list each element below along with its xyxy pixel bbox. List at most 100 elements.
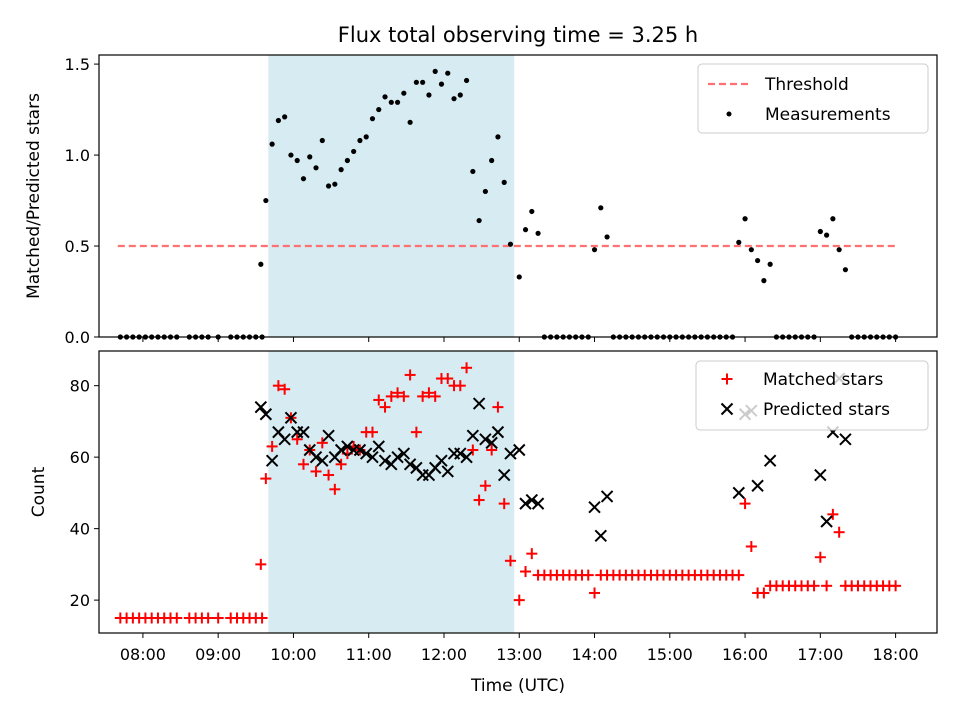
matched-point bbox=[373, 394, 385, 406]
predicted-point bbox=[366, 450, 379, 464]
predicted-point bbox=[353, 443, 367, 457]
predicted-point bbox=[254, 400, 268, 414]
measurement-point bbox=[836, 247, 842, 253]
matched-point bbox=[329, 483, 341, 495]
predicted-point bbox=[391, 450, 404, 464]
measurement-point bbox=[338, 167, 344, 173]
legend-predicted-marker-b bbox=[720, 402, 734, 416]
predicted-point-b bbox=[814, 468, 827, 482]
predicted-point bbox=[284, 411, 298, 425]
predicted-point bbox=[497, 468, 511, 482]
predicted-point bbox=[600, 490, 614, 503]
matched-point bbox=[423, 387, 435, 399]
matched-point bbox=[733, 569, 745, 581]
matched-point bbox=[739, 498, 751, 510]
top-highlight-span bbox=[268, 55, 515, 337]
measurement-point bbox=[313, 165, 319, 171]
measurement-point bbox=[282, 114, 288, 120]
measurement-point bbox=[263, 197, 269, 204]
predicted-point bbox=[531, 497, 545, 510]
measurement-point bbox=[432, 68, 438, 74]
measurement-point bbox=[275, 117, 281, 124]
predicted-point-b bbox=[341, 440, 354, 453]
x-axis-label: Time (UTC) bbox=[470, 676, 565, 696]
matched-point bbox=[526, 548, 538, 560]
measurement-point bbox=[319, 137, 325, 144]
predicted-point bbox=[341, 440, 354, 453]
measurement-point bbox=[470, 168, 476, 175]
predicted-point bbox=[265, 454, 279, 467]
predicted-point bbox=[588, 500, 601, 514]
matched-point bbox=[272, 380, 284, 392]
legend-predicted-swatch bbox=[720, 402, 734, 416]
x-tick-label: 15:00 bbox=[647, 645, 693, 664]
measurement-point bbox=[438, 81, 445, 87]
predicted-point-b bbox=[309, 450, 323, 464]
predicted-point bbox=[435, 454, 448, 467]
predicted-point bbox=[594, 529, 608, 542]
matched-point bbox=[417, 390, 429, 402]
measurement-point bbox=[344, 157, 350, 164]
bottom-panel: 20 40 60 80 08:00 09:00 10:00 11:00 12:00 13:00 1… bbox=[29, 350, 938, 696]
measurement-point bbox=[495, 134, 501, 140]
matched-point bbox=[202, 612, 214, 624]
predicted-point-b bbox=[497, 468, 511, 482]
predicted-point bbox=[378, 454, 392, 467]
matched-point bbox=[827, 508, 839, 520]
matched-point bbox=[520, 566, 532, 578]
predicted-point-b bbox=[316, 454, 329, 467]
measurement-point bbox=[445, 70, 451, 76]
matched-point bbox=[814, 551, 826, 563]
matched-point bbox=[410, 426, 422, 438]
predicted-point-b bbox=[378, 454, 392, 467]
matched-point bbox=[310, 465, 322, 477]
matched-point bbox=[297, 458, 309, 470]
predicted-point-b bbox=[366, 450, 379, 464]
predicted-point-b bbox=[372, 440, 385, 453]
predicted-point bbox=[763, 454, 777, 467]
matched-point bbox=[473, 494, 485, 506]
predicted-point-b bbox=[525, 493, 539, 507]
matched-point bbox=[745, 541, 757, 553]
predicted-point bbox=[751, 479, 764, 492]
measurement-point bbox=[736, 239, 742, 245]
measurement-point bbox=[767, 261, 773, 267]
predicted-point bbox=[334, 443, 348, 457]
predicted-point-b bbox=[751, 479, 764, 492]
measurement-point bbox=[755, 257, 761, 264]
matched-point bbox=[582, 569, 594, 581]
matched-point bbox=[442, 373, 454, 385]
predicted-point bbox=[454, 447, 467, 460]
measurement-point bbox=[332, 181, 338, 187]
predicted-point-b bbox=[284, 411, 298, 425]
predicted-point-b bbox=[531, 497, 545, 510]
predicted-point-b bbox=[839, 433, 852, 446]
legend-predicted-marker bbox=[720, 402, 734, 416]
predicted-point bbox=[297, 425, 310, 439]
measurement-point bbox=[382, 94, 388, 100]
measurement-point bbox=[363, 134, 369, 140]
predicted-point-b bbox=[254, 400, 268, 414]
matched-point bbox=[291, 433, 303, 445]
measurement-point bbox=[817, 228, 823, 235]
predicted-point-b bbox=[278, 433, 291, 446]
bottom-ytick-label: 40 bbox=[70, 520, 90, 539]
matched-point bbox=[504, 555, 516, 567]
legend-measurements-label: Measurements bbox=[765, 105, 891, 125]
predicted-point-b bbox=[820, 515, 833, 528]
measurement-point bbox=[351, 148, 357, 155]
measurement-point bbox=[501, 179, 507, 185]
matched-point bbox=[171, 612, 183, 624]
matched-point bbox=[392, 387, 404, 399]
measurement-point bbox=[413, 79, 419, 85]
bottom-legend-box bbox=[695, 360, 929, 431]
x-tick-label: 09:00 bbox=[195, 645, 241, 664]
measurement-point bbox=[535, 230, 541, 236]
legend-threshold-label: Threshold bbox=[764, 75, 849, 95]
predicted-point-b bbox=[397, 447, 411, 460]
measurement-point bbox=[516, 274, 522, 280]
measurement-point bbox=[489, 157, 495, 164]
bottom-ytick-label: 20 bbox=[70, 591, 90, 610]
predicted-point-b bbox=[504, 447, 517, 460]
